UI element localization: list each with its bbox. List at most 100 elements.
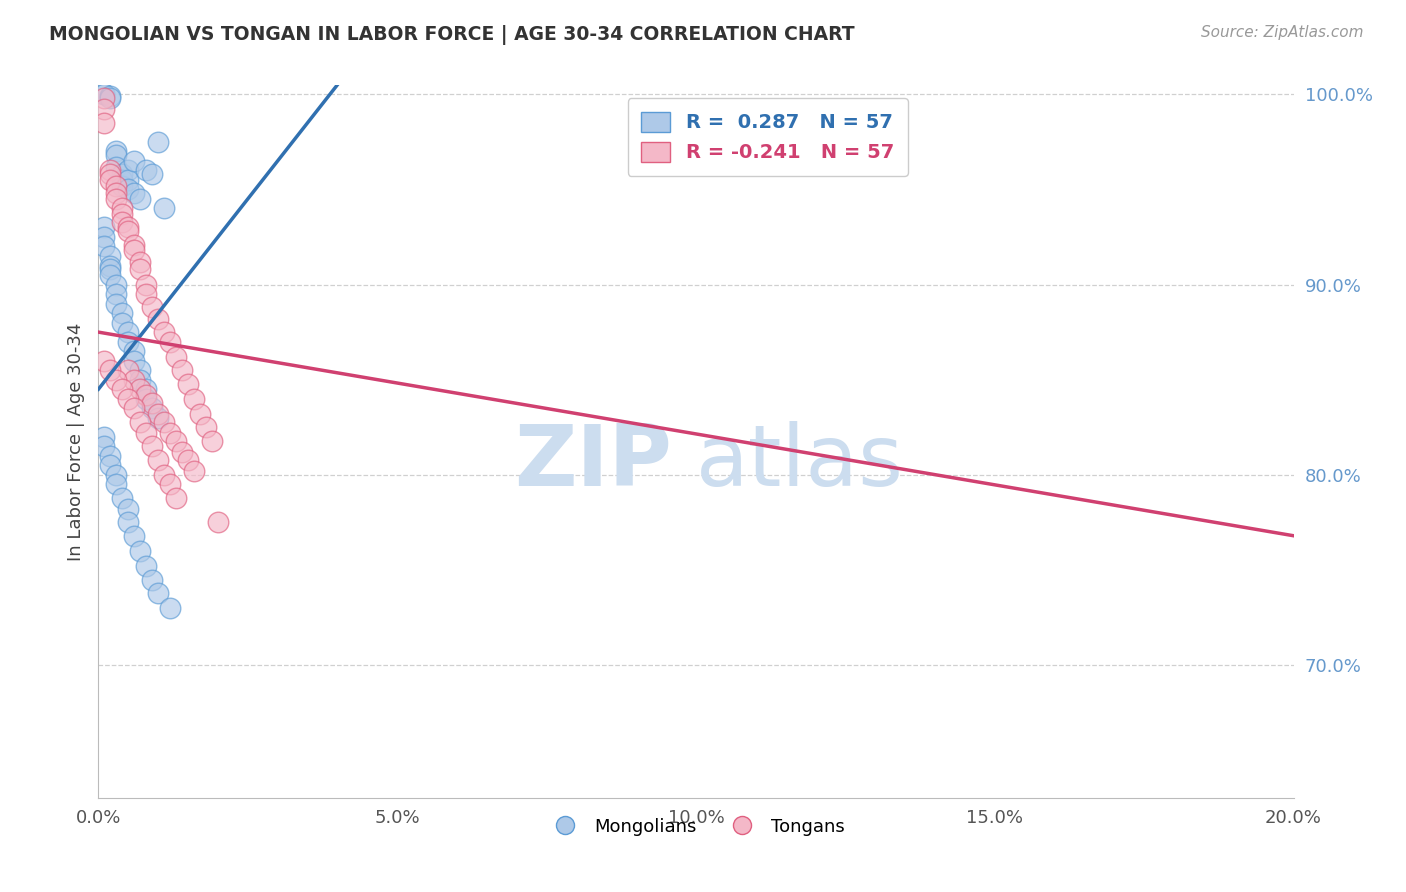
Point xyxy=(117,363,139,377)
Point xyxy=(165,434,187,448)
Point xyxy=(183,392,205,406)
Point xyxy=(111,491,134,505)
Point xyxy=(93,103,115,117)
Point xyxy=(141,167,163,181)
Point xyxy=(153,325,176,339)
Point xyxy=(124,186,146,201)
Point xyxy=(135,163,157,178)
Point xyxy=(124,373,146,387)
Point xyxy=(148,586,170,600)
Point xyxy=(111,207,134,221)
Point xyxy=(111,202,134,216)
Point xyxy=(124,529,146,543)
Point xyxy=(93,87,115,102)
Point xyxy=(124,244,146,258)
Point xyxy=(105,467,128,482)
Point xyxy=(183,464,205,478)
Point xyxy=(98,363,122,377)
Point xyxy=(98,163,122,178)
Point xyxy=(153,415,176,429)
Point xyxy=(153,202,176,216)
Point xyxy=(124,153,146,168)
Point xyxy=(148,452,170,467)
Point xyxy=(98,89,122,103)
Point xyxy=(129,373,152,387)
Text: atlas: atlas xyxy=(696,421,904,505)
Point xyxy=(93,439,115,453)
Point xyxy=(159,477,181,491)
Point xyxy=(188,407,211,421)
Point xyxy=(135,425,157,440)
Point xyxy=(105,373,128,387)
Point xyxy=(135,277,157,292)
Point xyxy=(117,334,139,349)
Point xyxy=(105,287,128,301)
Point xyxy=(93,116,115,130)
Point xyxy=(129,544,152,558)
Point xyxy=(141,439,163,453)
Point xyxy=(111,382,134,396)
Point xyxy=(105,186,128,201)
Point xyxy=(165,350,187,364)
Point xyxy=(117,516,139,530)
Point xyxy=(111,316,134,330)
Point xyxy=(98,259,122,273)
Point xyxy=(105,178,128,193)
Point xyxy=(159,601,181,615)
Point xyxy=(159,334,181,349)
Text: ZIP: ZIP xyxy=(515,421,672,505)
Point xyxy=(141,395,163,409)
Point xyxy=(111,173,134,187)
Point xyxy=(135,287,157,301)
Point xyxy=(195,420,218,434)
Point xyxy=(129,415,152,429)
Point xyxy=(105,145,128,159)
Point xyxy=(105,160,128,174)
Point xyxy=(93,220,115,235)
Point xyxy=(141,573,163,587)
Point xyxy=(105,296,128,310)
Point xyxy=(129,382,152,396)
Point xyxy=(135,559,157,574)
Point xyxy=(207,516,229,530)
Text: MONGOLIAN VS TONGAN IN LABOR FORCE | AGE 30-34 CORRELATION CHART: MONGOLIAN VS TONGAN IN LABOR FORCE | AGE… xyxy=(49,25,855,45)
Point xyxy=(117,502,139,516)
Point xyxy=(135,392,157,406)
Point xyxy=(93,239,115,253)
Point xyxy=(117,220,139,235)
Point xyxy=(148,135,170,149)
Point xyxy=(135,382,157,396)
Point xyxy=(124,237,146,252)
Point xyxy=(111,215,134,229)
Point xyxy=(111,167,134,181)
Point xyxy=(105,277,128,292)
Point xyxy=(201,434,224,448)
Point xyxy=(129,262,152,277)
Point xyxy=(148,407,170,421)
Point xyxy=(105,477,128,491)
Point xyxy=(98,249,122,263)
Point xyxy=(93,230,115,244)
Point xyxy=(98,449,122,463)
Point xyxy=(117,163,139,178)
Point xyxy=(98,91,122,105)
Point xyxy=(93,87,115,102)
Point xyxy=(98,167,122,181)
Point xyxy=(141,401,163,416)
Point xyxy=(129,363,152,377)
Point xyxy=(129,192,152,206)
Point xyxy=(135,388,157,402)
Point xyxy=(105,148,128,162)
Point xyxy=(111,306,134,320)
Point xyxy=(148,410,170,425)
Point xyxy=(98,268,122,282)
Point xyxy=(159,425,181,440)
Point xyxy=(141,301,163,315)
Point xyxy=(117,392,139,406)
Point xyxy=(165,491,187,505)
Point xyxy=(148,311,170,326)
Point xyxy=(117,182,139,196)
Point xyxy=(98,458,122,473)
Point xyxy=(124,344,146,359)
Point xyxy=(98,262,122,277)
